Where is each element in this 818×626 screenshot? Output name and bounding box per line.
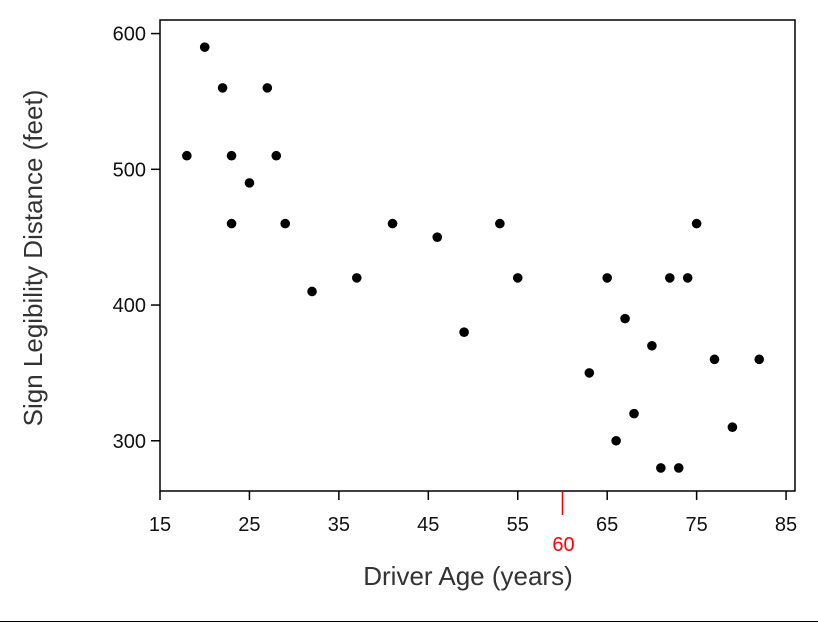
x-tick-label: 25 [238,514,260,536]
x-tick-label: 45 [417,514,439,536]
data-point [387,218,398,229]
data-point [647,340,657,351]
data-point [727,422,738,433]
highlight-tick: 60 [552,491,575,556]
data-point [620,313,630,324]
x-tick-label: 65 [596,514,618,536]
highlight-tick-label: 60 [552,534,574,556]
plot-frame [159,19,796,492]
data-point [495,218,505,229]
data-point [459,327,469,337]
x-tick-label: 35 [328,514,350,536]
data-point [611,435,621,446]
data-point [262,83,273,93]
data-point [512,273,523,283]
bottom-rule [0,621,818,622]
data-point [244,178,255,188]
y-tick-label: 600 [113,24,146,46]
x-tick-label: 85 [775,514,797,536]
x-axis: 15 25 35 45 55 65 75 85 [149,491,797,536]
data-point [673,463,684,473]
data-point [709,354,720,365]
x-tick-label: 15 [149,514,171,536]
data-point [682,273,693,283]
data-point [656,463,666,473]
data-point [584,368,595,378]
y-axis-title: Sign Legibility Distance (feet) [18,90,48,427]
data-point [351,273,362,283]
y-tick-label: 400 [113,295,146,317]
data-point [307,286,317,297]
x-axis-title: Driver Age (years) [363,561,573,591]
data-point [629,408,639,419]
y-axis: 300 400 500 600 [113,24,160,453]
data-point [217,83,228,93]
y-tick-label: 500 [113,159,146,181]
data-point [182,150,192,161]
y-tick-label: 300 [113,431,146,453]
data-point [226,150,237,161]
data-point [226,218,237,229]
data-point [691,218,702,229]
data-points [182,42,765,473]
x-tick-label: 55 [507,514,529,536]
x-tick-label: 75 [685,514,707,536]
data-point [602,273,612,283]
data-point [280,218,291,229]
data-point [432,232,443,242]
data-point [664,273,675,283]
data-point [271,150,282,161]
data-point [754,354,765,365]
data-point [199,42,210,52]
